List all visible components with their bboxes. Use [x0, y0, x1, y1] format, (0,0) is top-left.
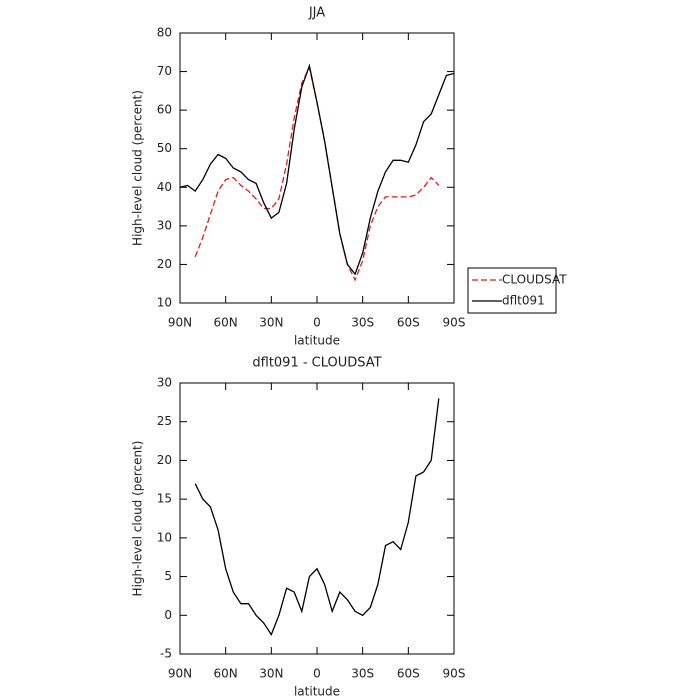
legend-frame	[467, 267, 557, 314]
y-tick-label: 40	[157, 180, 172, 194]
x-axis-label: latitude	[294, 685, 340, 699]
x-tick-label: 60N	[214, 667, 238, 681]
x-tick-label: 30S	[351, 667, 374, 681]
y-axis-label: High-level cloud (percent)	[131, 90, 145, 246]
y-tick-label: 10	[157, 530, 172, 544]
y-tick-label: 15	[157, 492, 172, 506]
y-tick-label: 5	[164, 569, 172, 583]
x-tick-label: 30S	[351, 316, 374, 330]
y-tick-label: 70	[157, 64, 172, 78]
plot-frame	[179, 382, 455, 655]
data-line	[179, 63, 455, 276]
y-tick-label: 60	[157, 103, 172, 117]
x-tick-label: 90S	[443, 316, 466, 330]
x-tick-label: 30N	[259, 667, 283, 681]
y-tick-label: 80	[157, 26, 172, 40]
x-tick-label: 90N	[168, 316, 192, 330]
y-tick-label: 30	[157, 218, 172, 232]
x-tick-label: 0	[313, 667, 321, 681]
x-tick-label: 60N	[214, 316, 238, 330]
x-tick-label: 60S	[397, 316, 420, 330]
x-tick-label: 0	[313, 316, 321, 330]
y-tick-label: 20	[157, 453, 172, 467]
chart-title: JJA	[308, 6, 325, 21]
x-tick-label: 90N	[168, 667, 192, 681]
legend-label: dflt091	[502, 294, 545, 308]
legend-label: CLOUDSAT	[502, 273, 567, 287]
data-line	[194, 398, 440, 637]
x-tick-label: 30N	[259, 316, 283, 330]
y-tick-label: 0	[164, 608, 172, 622]
y-tick-label: 30	[157, 376, 172, 390]
plot-frame	[179, 32, 455, 304]
y-tick-label: 20	[157, 257, 172, 271]
y-tick-label: 25	[157, 414, 172, 428]
x-axis-label: latitude	[294, 334, 340, 348]
y-axis-label: High-level cloud (percent)	[131, 441, 145, 597]
x-tick-label: 90S	[443, 667, 466, 681]
y-tick-label: 10	[157, 296, 172, 310]
x-tick-label: 60S	[397, 667, 420, 681]
y-tick-label: -5	[160, 647, 172, 661]
y-tick-label: 50	[157, 141, 172, 155]
chart-title: dflt091 - CLOUDSAT	[252, 356, 381, 371]
